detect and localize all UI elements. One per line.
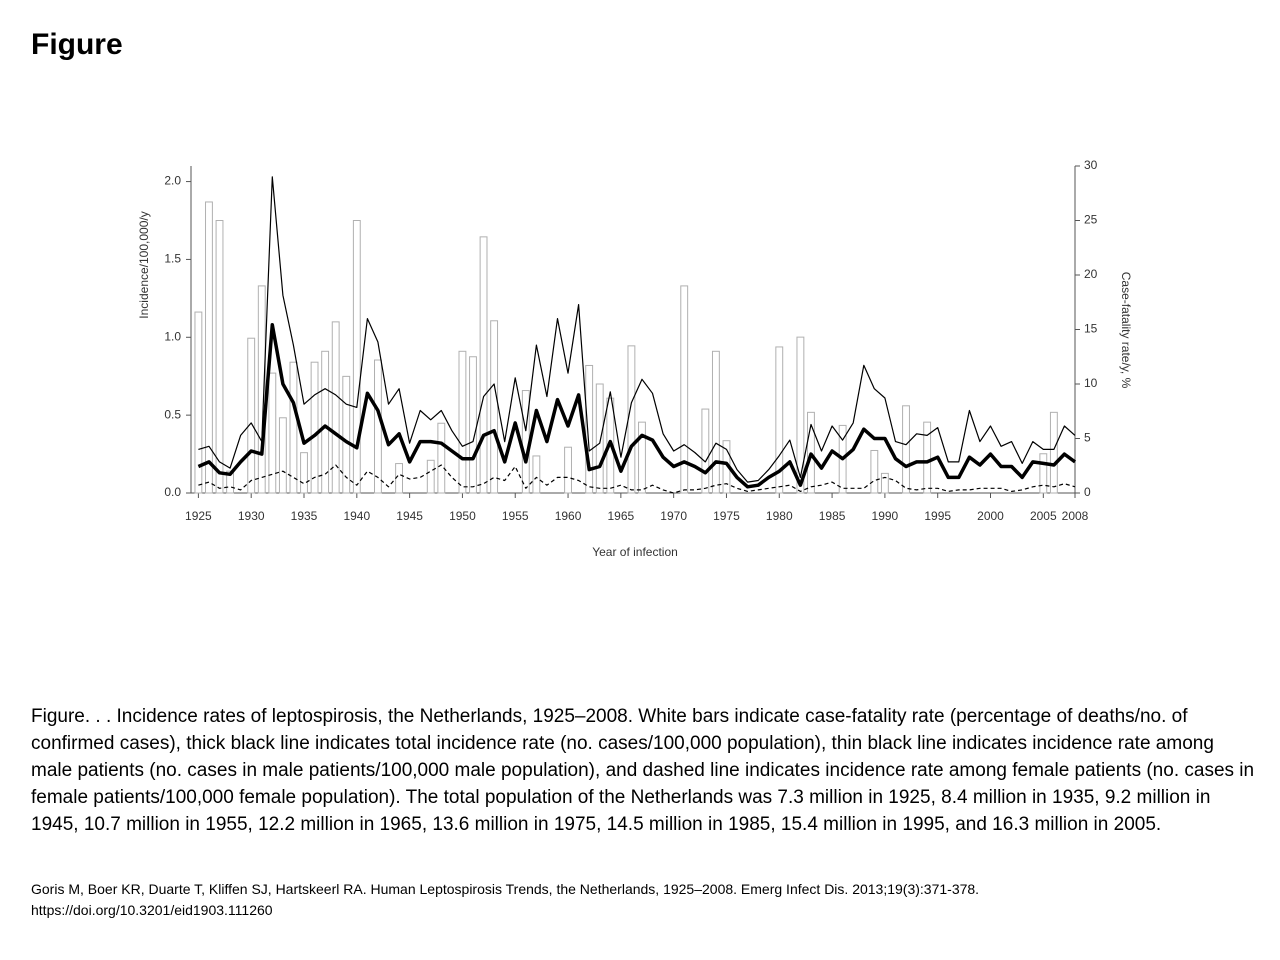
bar xyxy=(902,405,910,494)
y2-tick-label: 25 xyxy=(1084,213,1098,227)
x-tick-label: 1965 xyxy=(608,509,635,523)
x-tick-label: 1960 xyxy=(555,509,582,523)
bar xyxy=(374,359,382,494)
x-tick-label: 2000 xyxy=(977,509,1004,523)
y2-tick-label: 30 xyxy=(1084,158,1098,172)
bar xyxy=(1049,411,1058,494)
y-tick-label: 2.0 xyxy=(164,174,181,188)
bar xyxy=(532,455,541,494)
bar xyxy=(680,285,689,494)
bar xyxy=(775,346,784,494)
y-tick-label: 0.0 xyxy=(164,485,181,499)
x-tick-label: 1925 xyxy=(185,509,212,523)
bar xyxy=(479,236,488,494)
bar xyxy=(257,285,266,494)
x-tick-label: 1980 xyxy=(766,509,793,523)
x-tick-label: 1990 xyxy=(872,509,899,523)
bar xyxy=(564,446,572,494)
x-tick-label: 1995 xyxy=(924,509,951,523)
bar xyxy=(310,361,319,494)
bar xyxy=(278,417,287,494)
x-tick-label: 1950 xyxy=(449,509,476,523)
bar xyxy=(300,452,308,494)
y2-tick-label: 10 xyxy=(1084,376,1098,390)
bar xyxy=(194,311,203,494)
x-tick-label: 1935 xyxy=(291,509,318,523)
line xyxy=(197,323,1077,489)
x-tick-label: 1970 xyxy=(660,509,687,523)
bar xyxy=(711,350,720,494)
y-tick-label: 1.0 xyxy=(164,329,181,343)
bar xyxy=(226,470,235,494)
x-axis-label: Year of infection xyxy=(592,545,678,559)
y2-tick-label: 0 xyxy=(1084,485,1091,499)
bar xyxy=(331,321,340,494)
bar xyxy=(595,383,604,494)
bar xyxy=(247,337,256,494)
y2-tick-label: 20 xyxy=(1084,267,1098,281)
y-tick-label: 1.5 xyxy=(164,252,181,266)
bar xyxy=(268,372,277,494)
bar xyxy=(870,449,879,494)
bar xyxy=(426,459,435,494)
bar xyxy=(352,220,361,494)
bar xyxy=(627,345,636,494)
bar xyxy=(342,375,351,494)
chart: Year of infection Incidence/100,000/y Ca… xyxy=(137,158,1133,559)
x-tick-label: 1955 xyxy=(502,509,529,523)
x-tick-label: 1975 xyxy=(713,509,740,523)
citation-text: Goris M, Boer KR, Duarte T, Kliffen SJ, … xyxy=(31,881,980,897)
citation: Goris M, Boer KR, Duarte T, Kliffen SJ, … xyxy=(31,879,1256,921)
x-tick-label: 2008 xyxy=(1062,509,1089,523)
bar xyxy=(289,361,298,494)
line xyxy=(198,176,1076,483)
bar xyxy=(585,364,594,494)
bar xyxy=(1039,453,1048,494)
y-axis-label: Incidence/100,000/y xyxy=(137,211,151,318)
bar xyxy=(923,421,932,494)
bar xyxy=(490,320,499,494)
figure-caption: Figure. . . Incidence rates of leptospir… xyxy=(31,706,1255,835)
bar xyxy=(469,356,477,494)
x-tick-label: 1945 xyxy=(396,509,423,523)
bar xyxy=(458,350,467,494)
x-tick-label: 2005 xyxy=(1030,509,1057,523)
doi-link: https://doi.org/10.3201/eid1903.111260 xyxy=(31,902,273,918)
y-tick-label: 0.5 xyxy=(164,407,181,421)
line xyxy=(198,464,1076,494)
bar xyxy=(701,408,710,494)
x-tick-label: 1985 xyxy=(819,509,846,523)
bar xyxy=(395,463,403,494)
x-tick-label: 1930 xyxy=(238,509,265,523)
y2-tick-label: 15 xyxy=(1084,322,1098,336)
y2-axis-label: Case-fatality rate/y, % xyxy=(1119,272,1133,389)
bar xyxy=(205,201,213,494)
y2-tick-label: 5 xyxy=(1084,431,1091,445)
slide-title: Figure xyxy=(31,28,123,61)
bar xyxy=(215,220,224,494)
x-tick-label: 1940 xyxy=(343,509,370,523)
bar xyxy=(796,336,805,494)
bar xyxy=(437,422,446,494)
bar xyxy=(321,350,330,494)
bar xyxy=(880,472,889,494)
bar xyxy=(638,421,646,494)
